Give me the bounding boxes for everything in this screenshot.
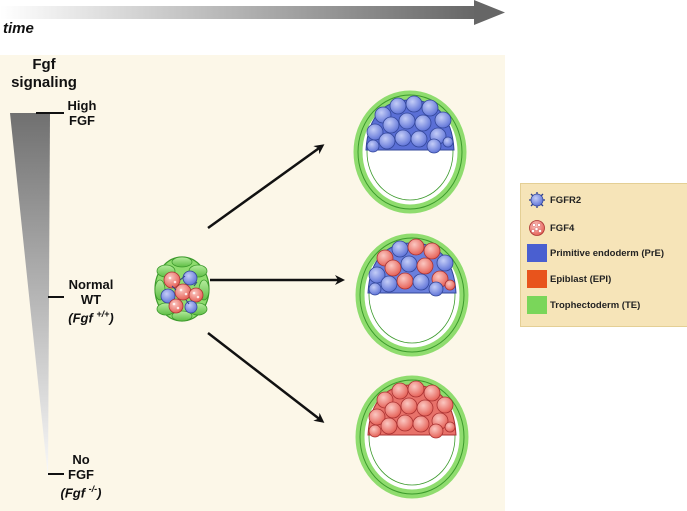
legend-label-epi: Epiblast (EPI) [550, 273, 612, 285]
legend-item-pre: Primitive endoderm (PrE) [527, 244, 664, 262]
level-high-line1: High [67, 98, 97, 113]
time-arrow [0, 0, 505, 25]
legend-label-te: Trophectoderm (TE) [550, 299, 641, 311]
te-color-swatch [527, 296, 547, 314]
legend: FGFR2 FGF4 Primitive endoderm (PrE) Epib… [520, 183, 687, 327]
legend-item-fgf4: FGF4 [527, 219, 574, 237]
legend-label-fgf4: FGF4 [550, 222, 575, 234]
level-normal-line1: Normal [68, 277, 114, 292]
legend-item-epi: Epiblast (EPI) [527, 270, 611, 288]
level-high-line2: FGF [69, 113, 95, 128]
time-label: time [3, 20, 34, 37]
legend-label-fgfr2: FGFR2 [550, 194, 582, 206]
level-normal-line2: WT [80, 292, 102, 307]
blastocyst-high-fgf [353, 90, 467, 214]
level-none: No FGF (Fgf -/-) [54, 452, 108, 500]
early-embryo [154, 256, 210, 322]
legend-label-pre: Primitive endoderm (PrE) [550, 247, 665, 259]
fgf-signaling-title: Fgf signaling [0, 56, 88, 92]
level-normal: Normal WT (Fgf +/+) [56, 277, 126, 325]
arrow-to-high [207, 144, 325, 230]
legend-item-te: Trophectoderm (TE) [527, 296, 640, 314]
fgf4-cell-icon [529, 220, 545, 236]
level-none-line2: FGF [68, 467, 94, 482]
pre-color-swatch [527, 244, 547, 262]
fgf-title-line2: signaling [11, 74, 77, 91]
blastocyst-no-fgf [355, 375, 469, 499]
level-none-line1: No [72, 452, 90, 467]
legend-item-fgfr2: FGFR2 [527, 191, 581, 209]
fgf-title-line1: Fgf [32, 56, 56, 73]
level-high: High FGF [62, 98, 102, 128]
level-normal-genotype: (Fgf +/+) [68, 309, 114, 326]
arrow-to-none [207, 332, 325, 423]
signaling-gradient-wedge [10, 113, 50, 478]
blastocyst-normal-wt [355, 233, 469, 357]
epi-color-swatch [527, 270, 547, 288]
level-none-genotype: (Fgf -/-) [60, 484, 102, 501]
fgfr2-cell-icon [529, 192, 545, 208]
